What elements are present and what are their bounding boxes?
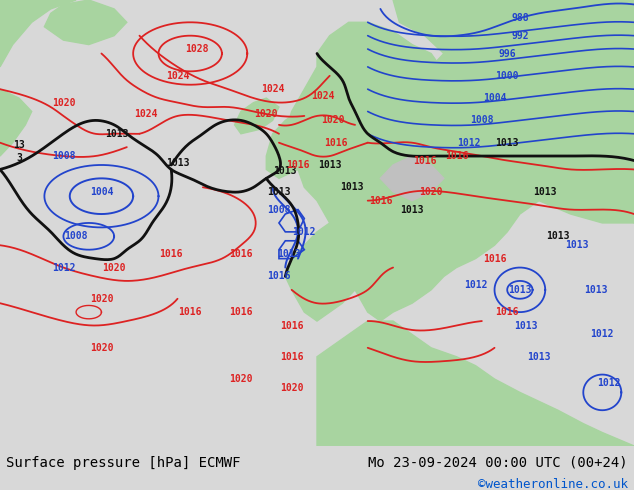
Text: 1008: 1008: [64, 231, 88, 242]
Text: 1016: 1016: [368, 196, 392, 206]
Text: 1013: 1013: [508, 285, 532, 295]
Text: 1028: 1028: [184, 44, 209, 54]
Polygon shape: [0, 89, 32, 156]
Text: 1013: 1013: [340, 182, 364, 192]
Text: 1013: 1013: [273, 166, 297, 176]
Text: 1020: 1020: [51, 98, 75, 108]
Text: 1016: 1016: [159, 249, 183, 259]
Polygon shape: [285, 22, 634, 321]
Polygon shape: [285, 223, 361, 321]
Polygon shape: [235, 98, 279, 134]
Text: 1020: 1020: [89, 343, 113, 353]
Text: 1016: 1016: [267, 271, 291, 281]
Text: 1012: 1012: [463, 280, 488, 291]
Text: 1016: 1016: [444, 151, 469, 161]
Text: 1016: 1016: [286, 160, 310, 170]
Text: 1008: 1008: [267, 204, 291, 215]
Text: 1024: 1024: [134, 109, 158, 119]
Text: 1012: 1012: [51, 263, 75, 272]
Text: 1016: 1016: [495, 307, 519, 317]
Text: 1013: 1013: [514, 320, 538, 331]
Text: 1024: 1024: [261, 84, 285, 94]
Polygon shape: [380, 156, 444, 201]
Text: 1020: 1020: [102, 263, 126, 272]
Text: 1012: 1012: [457, 138, 481, 147]
Text: 1020: 1020: [280, 383, 304, 393]
Text: 1024: 1024: [165, 71, 190, 81]
Text: 996: 996: [498, 49, 516, 58]
Text: 1012: 1012: [292, 227, 316, 237]
Text: 1016: 1016: [280, 352, 304, 362]
Text: 3: 3: [16, 153, 22, 163]
Text: 1020: 1020: [419, 187, 443, 197]
Text: 988: 988: [511, 13, 529, 23]
Text: 1013: 1013: [165, 158, 190, 168]
Text: 1012: 1012: [597, 378, 621, 389]
Text: 1008: 1008: [470, 115, 494, 125]
Polygon shape: [0, 0, 76, 67]
Text: 1013: 1013: [105, 129, 129, 139]
Text: 1013: 1013: [276, 249, 301, 259]
Text: 1020: 1020: [254, 109, 278, 119]
Text: 1020: 1020: [229, 374, 253, 384]
Text: 1020: 1020: [321, 115, 345, 125]
Text: Surface pressure [hPa] ECMWF: Surface pressure [hPa] ECMWF: [6, 456, 241, 469]
Text: 1016: 1016: [324, 138, 348, 147]
Text: 1013: 1013: [533, 187, 557, 197]
Text: 1016: 1016: [280, 320, 304, 331]
Text: 1016: 1016: [413, 155, 437, 166]
Polygon shape: [44, 0, 127, 45]
Text: 1024: 1024: [311, 91, 335, 101]
Text: 1008: 1008: [51, 151, 75, 161]
Text: 1016: 1016: [229, 307, 253, 317]
Text: 1000: 1000: [495, 71, 519, 81]
Text: 1013: 1013: [495, 138, 519, 147]
Text: 1016: 1016: [229, 249, 253, 259]
Text: 992: 992: [511, 31, 529, 41]
Polygon shape: [266, 112, 317, 178]
Text: 1013: 1013: [267, 187, 291, 197]
Text: 1016: 1016: [178, 307, 202, 317]
Text: 1013: 1013: [527, 352, 551, 362]
Text: 1013: 1013: [546, 231, 570, 242]
Text: 1016: 1016: [482, 254, 507, 264]
Text: ©weatheronline.co.uk: ©weatheronline.co.uk: [477, 478, 628, 490]
Polygon shape: [380, 0, 634, 223]
Text: 1013: 1013: [584, 285, 608, 295]
Text: 1020: 1020: [89, 294, 113, 304]
Polygon shape: [317, 321, 634, 446]
Text: 13: 13: [13, 140, 25, 150]
Text: 1012: 1012: [590, 329, 614, 340]
Text: Mo 23-09-2024 00:00 UTC (00+24): Mo 23-09-2024 00:00 UTC (00+24): [368, 456, 628, 469]
Text: 1013: 1013: [565, 240, 589, 250]
Text: 1013: 1013: [400, 204, 424, 215]
Text: 1004: 1004: [482, 93, 507, 103]
Text: 1013: 1013: [318, 160, 342, 170]
Text: 1004: 1004: [89, 187, 113, 197]
